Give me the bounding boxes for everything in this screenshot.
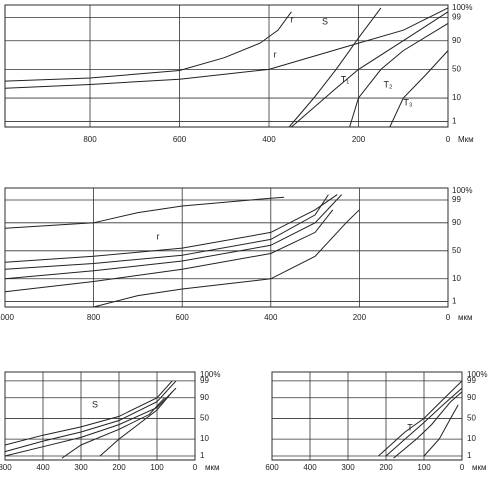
annotation: r <box>274 49 277 59</box>
y-tick-label: 99 <box>200 376 209 385</box>
y-tick-label: 99 <box>467 376 476 385</box>
y-tick-label: 10 <box>200 434 209 443</box>
annotation: S <box>322 16 328 26</box>
curve <box>4 387 177 457</box>
x-tick-label: 300 <box>341 463 355 472</box>
x-axis-label: мкм <box>458 313 473 322</box>
curve <box>4 11 292 82</box>
x-tick-label: 100 <box>150 463 164 472</box>
annotation: r <box>291 14 294 24</box>
annotation: T₃ <box>403 97 412 107</box>
x-tick-label: 200 <box>352 135 366 144</box>
x-tick-label: 0 <box>446 313 451 322</box>
curve <box>61 397 165 459</box>
x-tick-label: 0 <box>446 135 451 144</box>
curve <box>378 380 463 457</box>
y-tick-label: 1 <box>452 117 457 126</box>
curve <box>393 391 463 459</box>
annotation: T₂ <box>384 79 393 89</box>
x-tick-label: 200 <box>379 463 393 472</box>
x-axis-label: мкм <box>472 463 487 472</box>
y-tick-label: 100% <box>452 186 472 195</box>
x-tick-label: 400 <box>36 463 50 472</box>
x-tick-label: 200 <box>112 463 126 472</box>
curve <box>4 196 285 229</box>
annotation: r <box>157 231 160 241</box>
y-tick-label: 10 <box>467 434 476 443</box>
curve <box>4 7 449 89</box>
y-tick-label: 1 <box>467 451 472 460</box>
y-tick-label: 90 <box>452 36 461 45</box>
x-tick-label: 800 <box>0 463 12 472</box>
curve <box>4 380 173 446</box>
curve <box>349 22 449 128</box>
curve <box>4 194 343 280</box>
x-tick-label: 800 <box>87 313 101 322</box>
y-tick-label: 50 <box>452 246 461 255</box>
plot-frame <box>271 371 463 461</box>
curve <box>389 50 449 128</box>
x-tick-label: 600 <box>176 313 190 322</box>
y-tick-label: 100% <box>200 370 220 379</box>
x-tick-label: 300 <box>74 463 88 472</box>
x-axis-label: мкм <box>205 463 220 472</box>
curve <box>93 209 360 308</box>
curve <box>423 404 459 457</box>
y-tick-label: 10 <box>452 93 461 102</box>
curve <box>4 194 338 263</box>
annotation: T₁ <box>341 74 350 84</box>
x-tick-label: 200 <box>353 313 367 322</box>
x-tick-label: 0 <box>193 463 198 472</box>
y-tick-label: 1 <box>452 297 457 306</box>
y-tick-label: 50 <box>452 64 461 73</box>
y-tick-label: 100% <box>467 370 487 379</box>
x-axis-label: Мкм <box>458 135 474 144</box>
x-tick-label: 100 <box>417 463 431 472</box>
x-tick-label: 0 <box>460 463 465 472</box>
curve <box>99 391 173 457</box>
y-tick-label: 50 <box>467 414 476 423</box>
y-tick-label: 90 <box>452 218 461 227</box>
x-tick-label: 600 <box>265 463 279 472</box>
y-tick-label: 99 <box>452 12 461 21</box>
curve <box>4 194 329 270</box>
curve <box>4 209 334 293</box>
y-tick-label: 10 <box>452 274 461 283</box>
plot-frame <box>4 4 449 128</box>
y-tick-label: 100% <box>452 3 472 12</box>
curve <box>385 387 463 457</box>
x-tick-label: 400 <box>262 135 276 144</box>
y-tick-label: 1 <box>200 451 205 460</box>
x-tick-label: 800 <box>83 135 97 144</box>
x-tick-label: 600 <box>173 135 187 144</box>
curve <box>4 380 177 453</box>
plot-frame <box>4 371 196 461</box>
y-tick-label: 90 <box>200 393 209 402</box>
annotation: T <box>407 422 413 432</box>
x-tick-label: 400 <box>303 463 317 472</box>
y-tick-label: 90 <box>467 393 476 402</box>
y-tick-label: 50 <box>200 414 209 423</box>
curve <box>288 7 382 128</box>
x-tick-label: 400 <box>264 313 278 322</box>
y-tick-label: 99 <box>452 195 461 204</box>
annotation: S <box>92 399 98 409</box>
curve <box>291 11 449 128</box>
